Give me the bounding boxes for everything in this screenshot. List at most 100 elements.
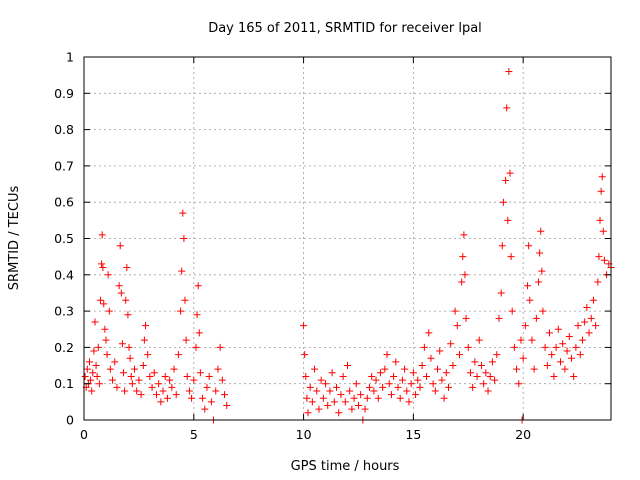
y-axis-label: SRMTID / TECUs — [7, 186, 22, 291]
data-point — [585, 329, 593, 337]
data-point — [600, 256, 608, 264]
x-tick-labels: 0 5 10 15 20 — [80, 427, 531, 442]
data-point — [370, 387, 378, 395]
data-point — [535, 278, 543, 286]
data-point — [506, 169, 514, 177]
data-point — [221, 391, 229, 399]
data-point — [458, 278, 466, 286]
data-point — [163, 394, 171, 402]
data-point — [95, 380, 103, 388]
y-tick-label: 0.7 — [54, 158, 74, 173]
data-point — [581, 318, 589, 326]
y-tick-label: 0 — [66, 413, 74, 428]
data-point — [445, 383, 453, 391]
data-point — [205, 372, 213, 380]
data-point — [383, 351, 391, 359]
data-point — [117, 289, 125, 297]
data-point — [146, 372, 154, 380]
y-tick-labels: 0 0.1 0.2 0.3 0.4 0.5 0.6 0.7 0.8 0.9 1 — [54, 50, 74, 428]
axis-ticks — [83, 56, 611, 421]
data-point — [436, 347, 444, 355]
data-point — [427, 354, 435, 362]
data-point — [482, 369, 490, 377]
data-point — [337, 391, 345, 399]
data-point — [100, 300, 108, 308]
data-point — [319, 394, 327, 402]
data-point — [174, 351, 182, 359]
data-point — [502, 176, 510, 184]
data-point — [550, 372, 558, 380]
data-point — [150, 369, 158, 377]
data-point — [195, 329, 203, 337]
data-point — [102, 336, 110, 344]
data-point — [455, 351, 463, 359]
data-point — [471, 358, 479, 366]
data-point — [563, 347, 571, 355]
data-point — [392, 358, 400, 366]
y-tick-label: 0.8 — [54, 122, 74, 137]
data-point — [368, 372, 376, 380]
data-point — [322, 380, 330, 388]
data-point — [372, 376, 380, 384]
data-point — [548, 351, 556, 359]
data-point — [459, 253, 467, 261]
data-point — [339, 372, 347, 380]
data-point — [216, 343, 224, 351]
data-point — [89, 369, 97, 377]
data-point — [416, 383, 424, 391]
data-point — [513, 365, 521, 373]
data-point — [300, 322, 308, 330]
y-tick-label: 0.2 — [54, 340, 74, 355]
data-point — [311, 365, 319, 373]
data-point — [425, 329, 433, 337]
chart-title: Day 165 of 2011, SRMTID for receiver lpa… — [208, 21, 482, 36]
data-point — [346, 387, 354, 395]
data-point — [170, 365, 178, 373]
data-point — [180, 235, 188, 242]
data-point — [374, 394, 382, 402]
data-point — [116, 242, 124, 250]
data-point — [302, 372, 310, 380]
data-point — [301, 351, 309, 359]
data-point — [85, 358, 93, 366]
data-point — [414, 376, 422, 384]
data-point — [449, 362, 457, 370]
y-tick-label: 0.5 — [54, 231, 74, 246]
data-point — [193, 311, 201, 319]
data-point — [328, 369, 336, 377]
data-point — [385, 380, 393, 388]
data-point — [166, 376, 174, 384]
data-point — [488, 358, 496, 366]
data-point — [515, 380, 523, 388]
data-point — [363, 394, 371, 402]
data-point — [396, 394, 404, 402]
data-point — [126, 354, 134, 362]
data-point — [218, 376, 226, 384]
data-point — [157, 398, 165, 406]
data-point — [123, 264, 131, 272]
data-point — [313, 387, 321, 395]
y-tick-label: 0.4 — [54, 267, 74, 282]
data-point — [525, 242, 533, 250]
data-point — [118, 340, 126, 348]
data-point — [552, 343, 560, 351]
data-point — [486, 372, 494, 380]
data-point — [306, 383, 314, 391]
data-point — [140, 336, 148, 344]
data-point — [387, 391, 395, 399]
data-point — [87, 376, 95, 384]
data-point — [172, 391, 180, 399]
data-point — [475, 336, 483, 344]
data-point — [576, 351, 584, 359]
data-point — [440, 394, 448, 402]
data-point — [96, 296, 104, 304]
data-point — [223, 401, 231, 409]
data-point — [113, 383, 121, 391]
x-tick-label: 10 — [296, 427, 312, 442]
data-point — [570, 372, 578, 380]
data-point — [178, 267, 186, 275]
data-point — [434, 365, 442, 373]
data-point — [412, 391, 420, 399]
data-point — [341, 398, 349, 406]
data-point — [517, 336, 525, 344]
